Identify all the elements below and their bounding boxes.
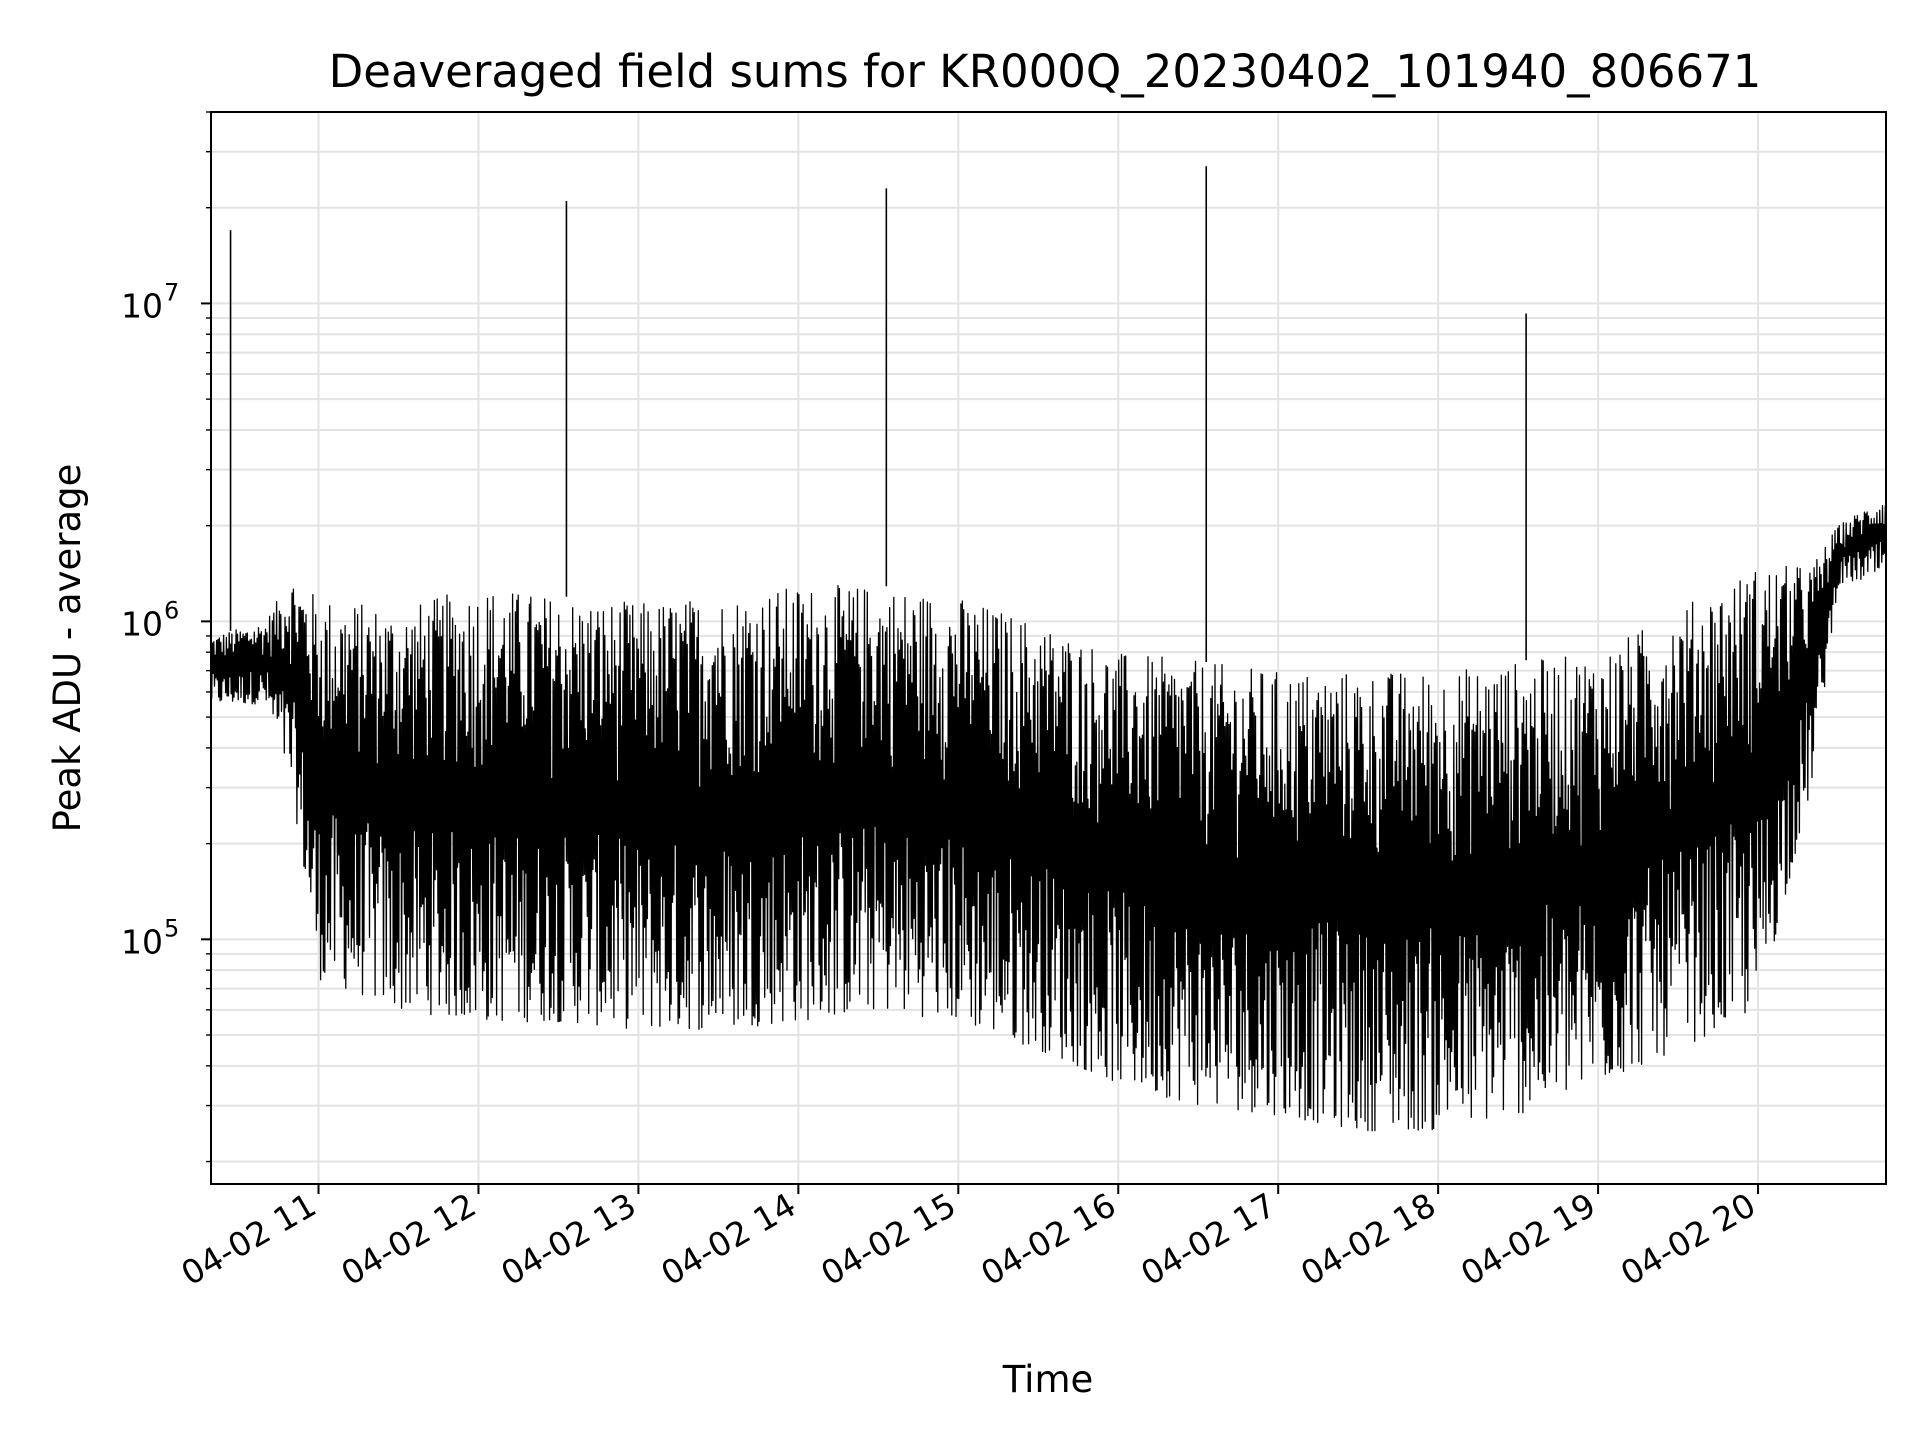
y-tick-base: 10: [121, 286, 163, 325]
y-tick-exponent: 6: [164, 596, 179, 624]
y-tick-label: 10 6: [121, 596, 179, 643]
chart-title: Deaveraged field sums for KR000Q_2023040…: [329, 45, 1762, 98]
plot-frame: [210, 111, 1887, 1185]
series-line: [210, 504, 1887, 1132]
y-tick-base: 10: [121, 604, 163, 643]
y-tick-base: 10: [121, 922, 163, 961]
y-tick-exponent: 7: [164, 278, 179, 306]
y-tick-exponent: 5: [164, 914, 179, 942]
y-tick-label: 10 7: [121, 278, 179, 325]
data-series: [210, 166, 1887, 1132]
y-axis-label: Peak ADU - average: [46, 464, 89, 833]
y-tick-label: 10 5: [121, 914, 179, 961]
x-axis-label: Time: [1002, 1358, 1094, 1401]
